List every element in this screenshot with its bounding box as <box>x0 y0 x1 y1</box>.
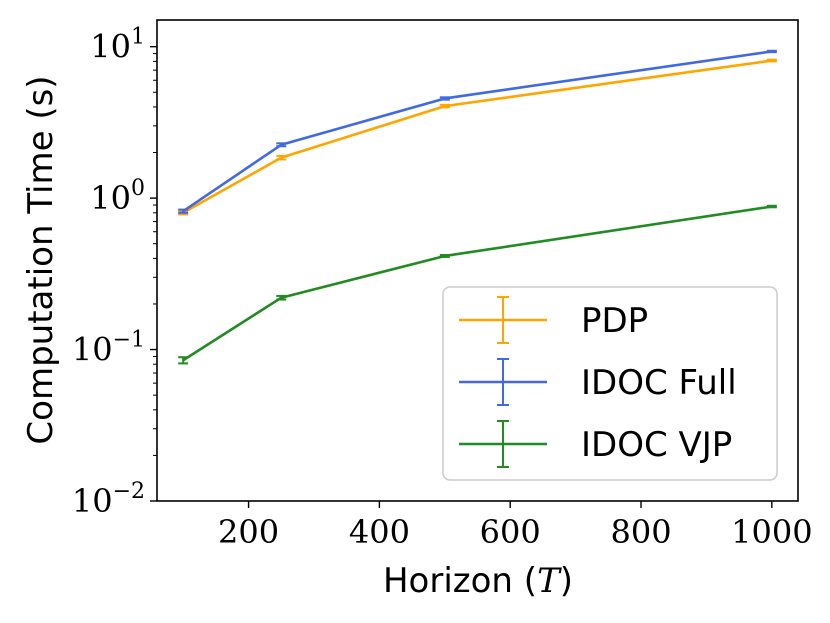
x-tick-label: 200 <box>218 513 279 551</box>
y-tick-label: 101 <box>90 25 145 66</box>
plot-area <box>178 49 777 365</box>
x-tick-label: 1000 <box>731 513 812 551</box>
x-axis-label: Horizon (T) <box>383 561 573 601</box>
plot-frame <box>156 19 799 502</box>
x-tick-label: 400 <box>349 513 410 551</box>
legend-label: IDOC Full <box>581 363 737 403</box>
x-tick-label: 600 <box>480 513 541 551</box>
y-tick-label: 10−2 <box>72 479 145 520</box>
series-pdp <box>178 58 777 216</box>
series-idoc-full <box>178 49 777 214</box>
legend-entry: PDP <box>459 296 648 344</box>
legend-entry: IDOC VJP <box>459 420 732 468</box>
legend-entry: IDOC Full <box>459 358 737 406</box>
y-tick-label: 10−1 <box>72 328 145 369</box>
legend: PDP IDOC Full IDOC VJP <box>442 286 778 481</box>
y-tick-label: 100 <box>90 176 145 217</box>
y-axis: 10−2 10−1 100 101 <box>72 25 157 520</box>
x-tick-label: 800 <box>610 513 671 551</box>
series-line <box>182 50 773 213</box>
y-axis-label: Computation Time (s) <box>21 75 61 444</box>
series-idoc-vjp <box>178 204 777 365</box>
x-axis-symbol: T <box>537 561 562 601</box>
series-line <box>182 59 773 214</box>
series-line <box>182 205 773 362</box>
legend-label: PDP <box>581 301 648 341</box>
x-axis: 200 400 600 800 1000 <box>218 501 813 551</box>
legend-box <box>442 286 778 481</box>
legend-label: IDOC VJP <box>581 425 732 465</box>
